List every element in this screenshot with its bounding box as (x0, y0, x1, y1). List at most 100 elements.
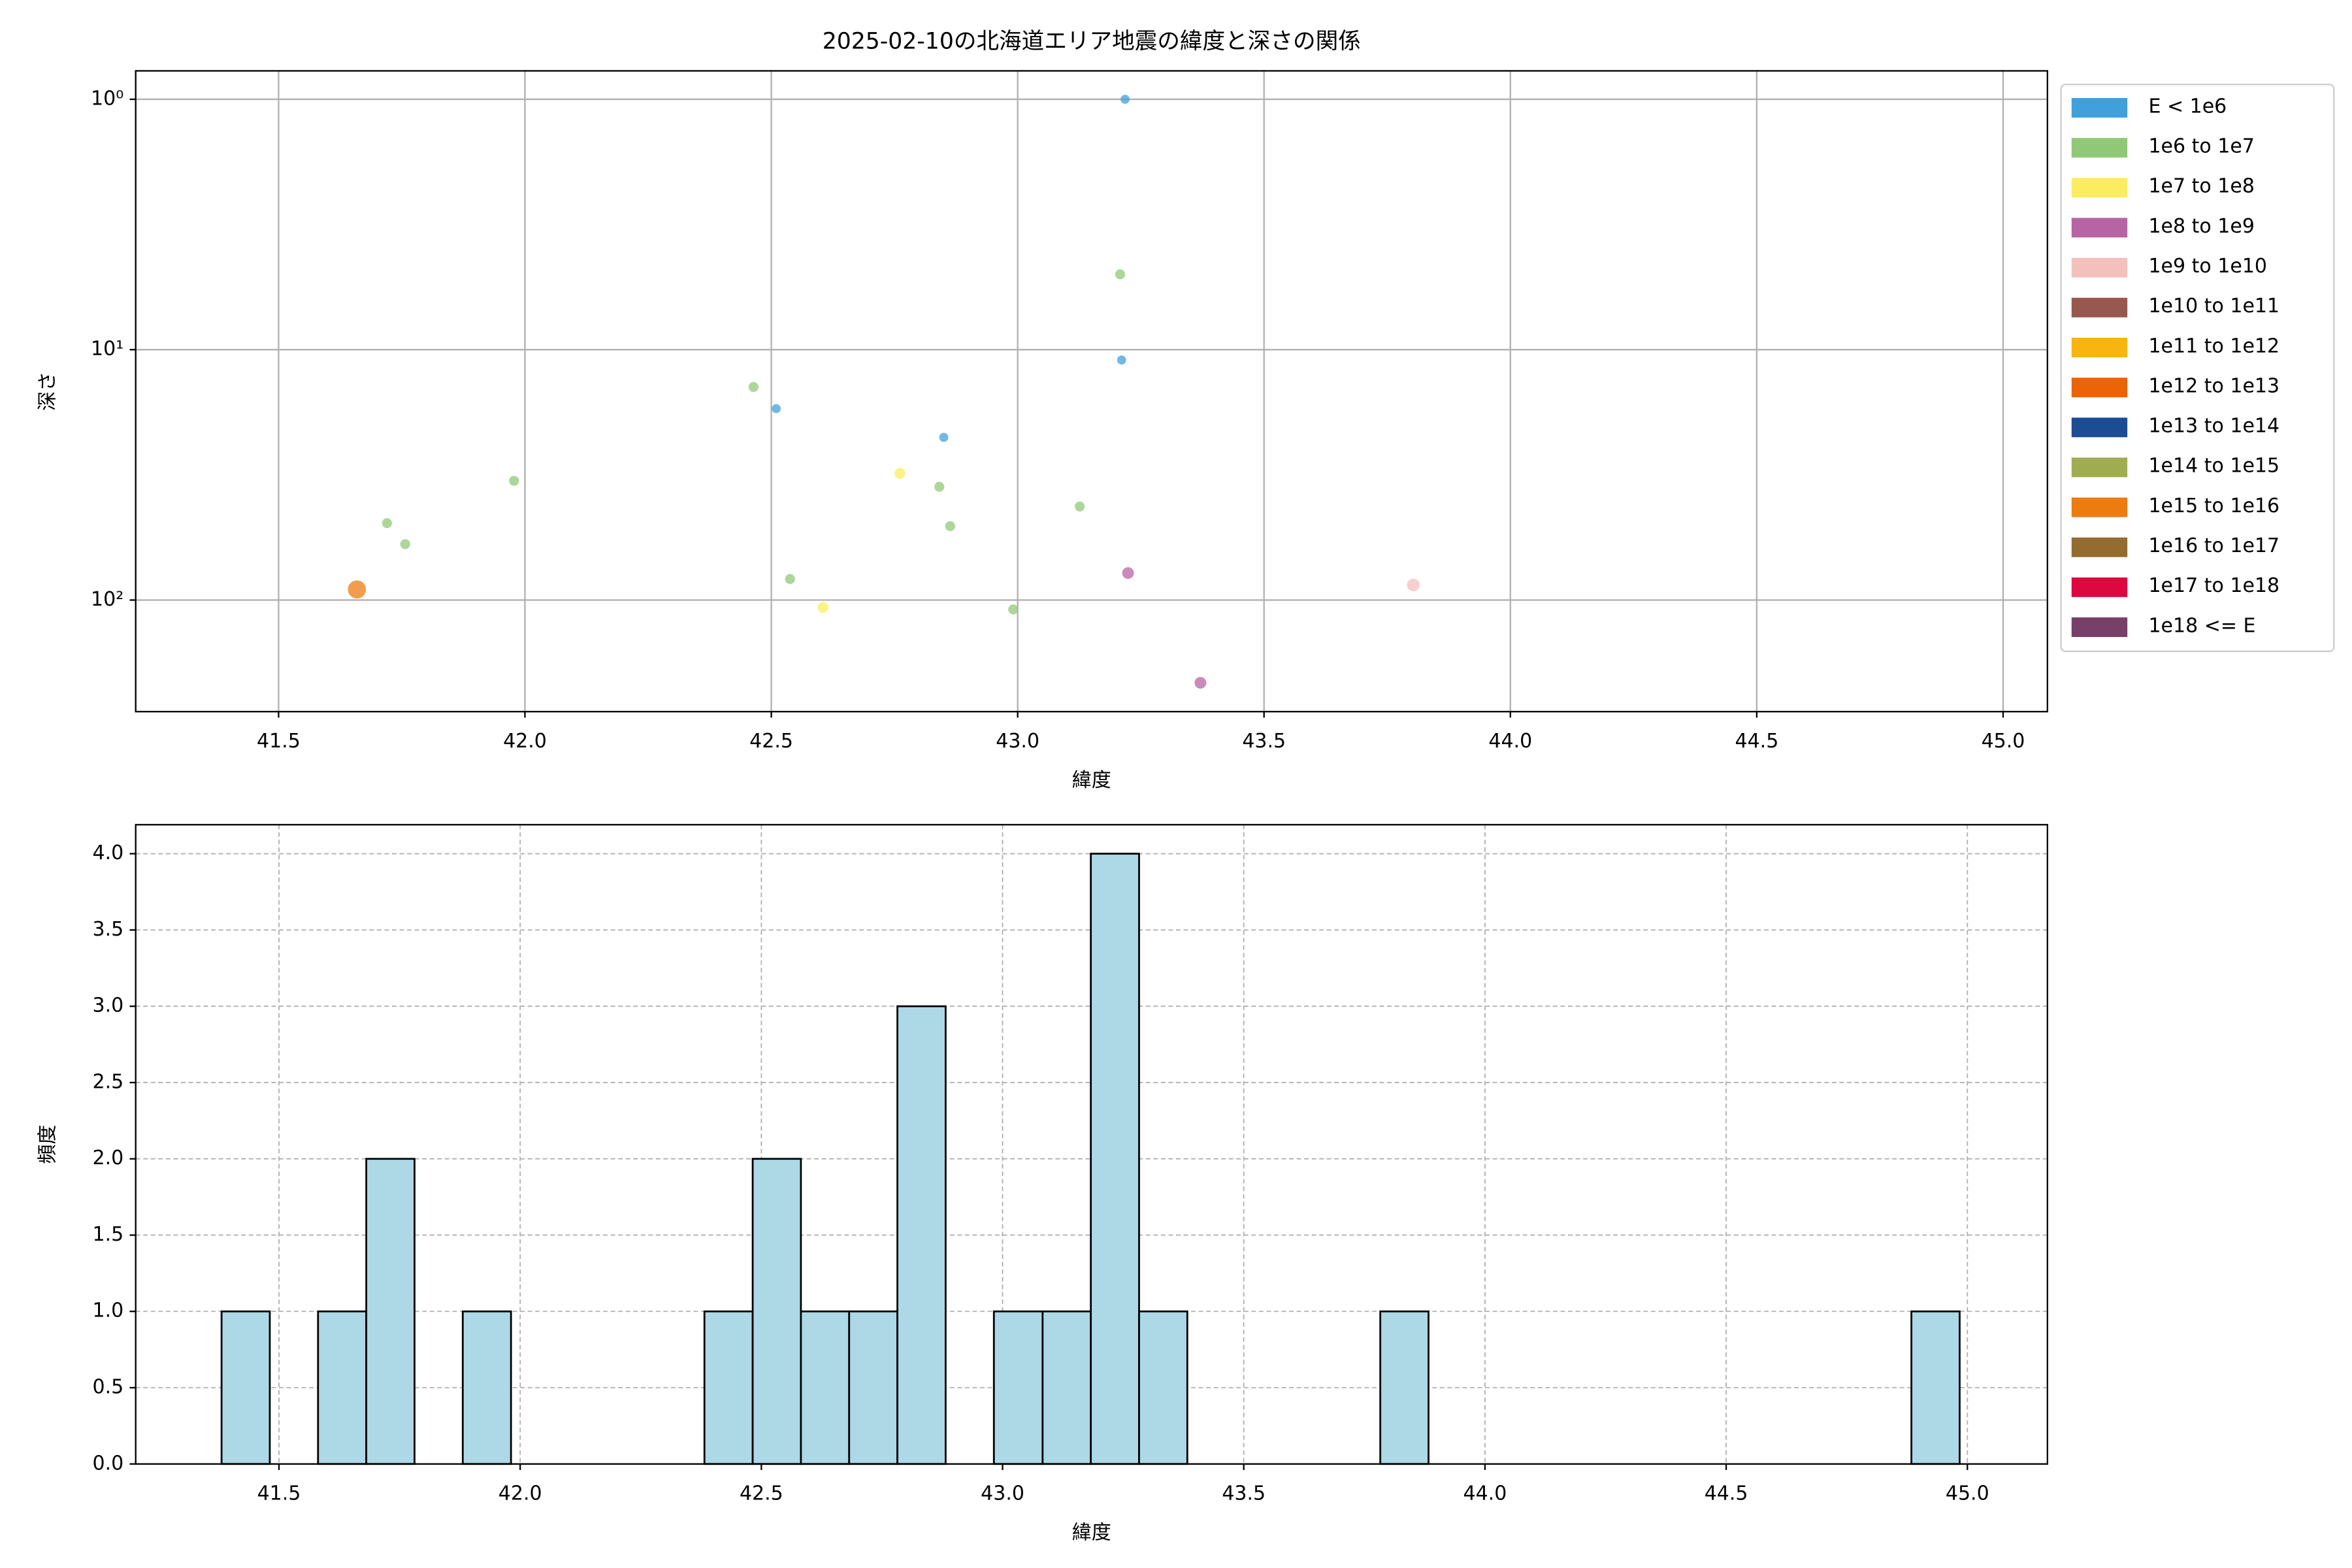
legend-label: 1e6 to 1e7 (2148, 135, 2254, 158)
histogram-bar (1090, 853, 1140, 1465)
legend-swatch (2071, 218, 2128, 238)
scatter-point (945, 521, 955, 532)
y-axis-label: 頻度 (36, 1125, 59, 1164)
plot-frame (135, 70, 2048, 713)
legend-label: 1e10 to 1e11 (2148, 295, 2279, 318)
x-tick-label: 42.0 (498, 1482, 542, 1505)
plot-frame (135, 824, 2048, 1465)
y-tick-label: 10¹ (91, 338, 123, 361)
x-tick-label: 42.0 (503, 730, 547, 753)
legend: E < 1e6 1e6 to 1e7 1e7 to 1e8 1e8 to 1e9 1e9… (2060, 84, 2335, 653)
y-tick-label: 3.0 (93, 994, 124, 1017)
histogram-bar (461, 1310, 512, 1465)
legend-label: 1e12 to 1e13 (2148, 374, 2279, 397)
x-tick-label: 42.5 (749, 730, 793, 753)
histogram-bar (751, 1158, 802, 1465)
scatter-point (939, 433, 949, 442)
chart-title: 2025-02-10の北海道エリア地震の緯度と深さの関係 (823, 29, 1361, 55)
scatter-point (509, 476, 519, 486)
x-tick-label: 44.0 (1463, 1482, 1507, 1505)
histogram-bar (1138, 1310, 1188, 1465)
y-tick-label: 2.5 (93, 1070, 124, 1093)
y-tick-label: 10⁰ (91, 87, 123, 110)
x-tick-label: 43.5 (1222, 1482, 1266, 1505)
x-axis-label: 緯度 (1072, 769, 1111, 792)
histogram-bar (848, 1310, 898, 1465)
scatter-point (748, 382, 759, 393)
legend-label: 1e16 to 1e17 (2148, 534, 2279, 557)
x-tick-label: 41.5 (257, 730, 301, 753)
legend-label: 1e11 to 1e12 (2148, 335, 2279, 357)
scatter-point (348, 580, 367, 599)
legend-swatch (2071, 98, 2128, 118)
x-tick-label: 43.5 (1242, 730, 1286, 753)
scatter-point (1008, 604, 1019, 615)
legend-label: 1e18 <= E (2148, 614, 2255, 637)
scatter-point (382, 518, 392, 529)
y-tick-label: 4.0 (93, 841, 124, 864)
histogram-bar (317, 1310, 368, 1465)
y-tick-label: 2.0 (93, 1147, 124, 1169)
scatter-point (1194, 677, 1207, 689)
legend-label: 1e15 to 1e16 (2148, 495, 2279, 517)
histogram-bar (1379, 1310, 1429, 1465)
histogram-bar (1910, 1310, 1961, 1465)
scatter-point (785, 574, 795, 584)
x-tick-label: 43.0 (996, 730, 1039, 753)
x-tick-label: 41.5 (257, 1482, 301, 1505)
scatter-point (894, 468, 906, 479)
legend-label: 1e7 to 1e8 (2148, 175, 2254, 198)
y-tick-label: 0.5 (93, 1376, 124, 1399)
y-tick-label: 10² (91, 588, 123, 611)
scatter-point (772, 404, 781, 414)
legend-swatch (2071, 337, 2128, 357)
legend-swatch (2071, 457, 2128, 478)
x-tick-label: 44.5 (1705, 1482, 1748, 1505)
scatter-point (1117, 355, 1126, 365)
legend-box (2060, 84, 2335, 653)
histogram-bar (992, 1310, 1044, 1465)
legend-swatch (2071, 297, 2128, 318)
x-tick-label: 45.0 (1946, 1482, 1989, 1505)
y-tick-label: 1.0 (93, 1299, 124, 1322)
legend-label: 1e14 to 1e15 (2148, 455, 2279, 478)
legend-swatch (2071, 417, 2128, 438)
histogram-bar (220, 1310, 271, 1465)
histogram-bar (800, 1310, 851, 1465)
x-tick-label: 44.5 (1735, 730, 1778, 753)
y-tick-label: 0.0 (93, 1452, 124, 1475)
scatter-point (1075, 501, 1085, 512)
legend-label: 1e17 to 1e18 (2148, 574, 2279, 597)
legend-label: E < 1e6 (2148, 95, 2227, 118)
x-tick-label: 44.0 (1488, 730, 1532, 753)
legend-swatch (2071, 257, 2128, 278)
legend-swatch (2071, 378, 2128, 398)
legend-swatch (2071, 577, 2128, 597)
scatter-point (1122, 567, 1134, 580)
histogram-bar (703, 1310, 754, 1465)
y-tick-label: 1.5 (93, 1223, 124, 1246)
scatter-point (1407, 578, 1420, 591)
scatter-point (934, 482, 945, 492)
scatter-point (1120, 95, 1130, 104)
legend-swatch (2071, 138, 2128, 158)
legend-swatch (2071, 178, 2128, 198)
histogram-bar (365, 1158, 416, 1465)
y-axis-label: 深さ (36, 372, 59, 411)
histogram-bar (896, 1005, 947, 1465)
legend-label: 1e8 to 1e9 (2148, 215, 2254, 238)
scatter-point (400, 539, 410, 549)
x-tick-label: 42.5 (740, 1482, 783, 1505)
x-axis-label: 緯度 (1072, 1521, 1111, 1544)
x-tick-label: 43.0 (981, 1482, 1024, 1505)
legend-label: 1e13 to 1e14 (2148, 415, 2279, 438)
histogram-bar (1041, 1310, 1092, 1465)
legend-label: 1e9 to 1e10 (2148, 255, 2267, 278)
scatter-point (1115, 269, 1126, 280)
y-tick-label: 3.5 (93, 918, 124, 941)
legend-swatch (2071, 617, 2128, 637)
scatter-point (817, 602, 829, 613)
legend-swatch (2071, 497, 2128, 517)
